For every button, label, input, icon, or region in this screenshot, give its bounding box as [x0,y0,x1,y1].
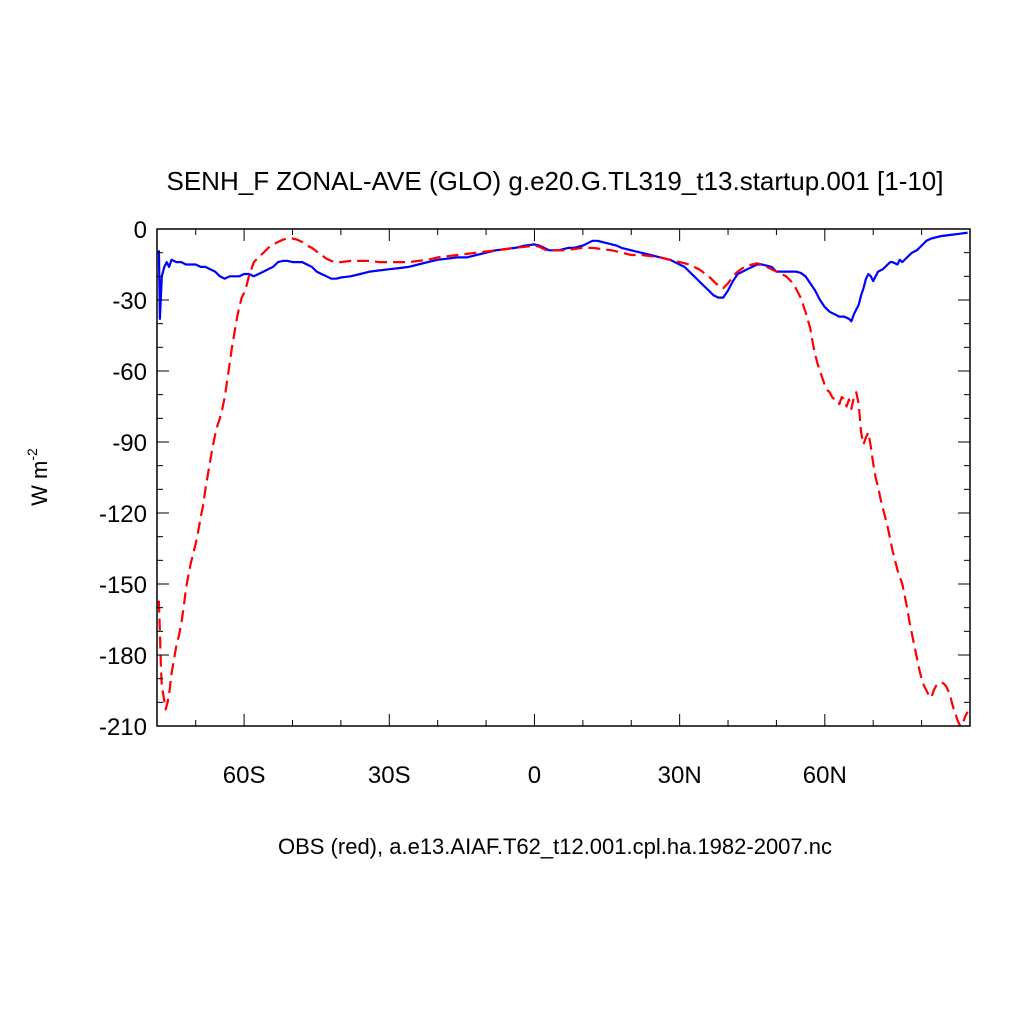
series-line-red-dashed [157,237,969,726]
series-group [157,231,969,726]
y-tick-label: 0 [134,217,147,244]
x-tick-label: 0 [528,762,541,789]
y-tick-label: -210 [99,714,147,741]
y-axis-label-units: W m [27,461,52,506]
x-tick-label: 30S [368,762,411,789]
y-tick-label: -150 [99,572,147,599]
y-tick-label: -180 [99,643,147,670]
y-tick-label: -120 [99,501,147,528]
series-line-blue-solid [157,231,968,323]
x-tick-label: 30N [658,762,702,789]
plot-frame [156,228,971,727]
x-axis: 60S 30S 0 30N 60N [195,229,923,789]
chart-title: SENH_F ZONAL-AVE (GLO) g.e20.G.TL319_t13… [167,166,944,196]
y-axis: 0 -30 -60 -90 -120 -150 -180 -210 [99,217,970,741]
y-tick-label: -90 [112,430,147,457]
y-tick-label: -30 [112,288,147,315]
x-axis-label: OBS (red), a.e13.AIAF.T62_t12.001.cpl.ha… [278,834,832,859]
y-tick-label: -60 [112,359,147,386]
x-tick-label: 60N [803,762,847,789]
y-axis-label-exponent: -2 [24,448,40,461]
y-axis-label: W m-2 [24,448,52,506]
x-tick-label: 60S [223,762,266,789]
